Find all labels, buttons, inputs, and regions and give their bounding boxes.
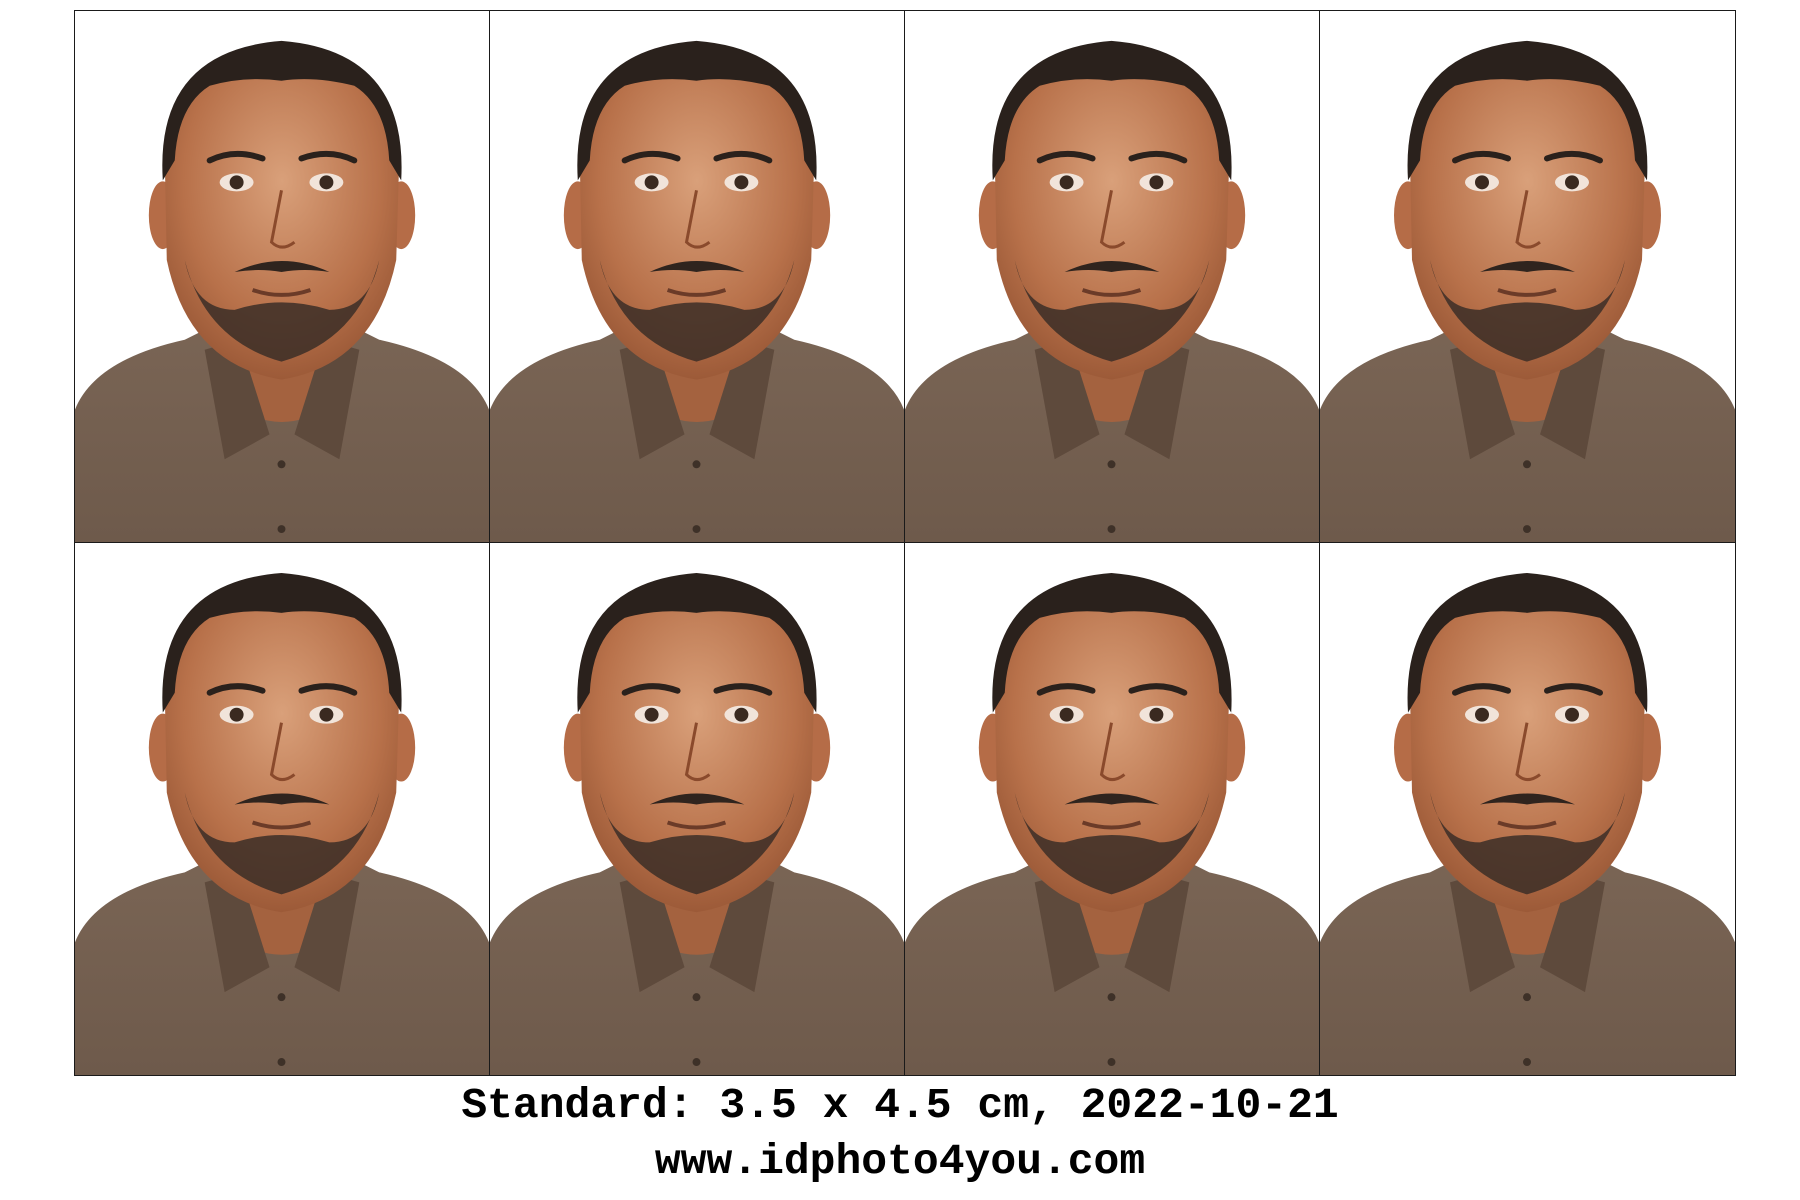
passport-photo-8 (1320, 543, 1735, 1075)
passport-photo-5 (75, 543, 490, 1075)
portrait-image (75, 543, 489, 1075)
passport-photo-7 (905, 543, 1320, 1075)
passport-photo-4 (1320, 11, 1735, 543)
website-label: www.idphoto4you.com (654, 1137, 1146, 1186)
photo-sheet-grid (74, 10, 1736, 1076)
passport-photo-6 (490, 543, 905, 1075)
portrait-image (905, 11, 1319, 542)
portrait-image (75, 11, 489, 542)
portrait-image (905, 543, 1319, 1075)
portrait-image (1320, 11, 1735, 542)
portrait-image (1320, 543, 1735, 1075)
passport-photo-2 (490, 11, 905, 543)
standard-size-label: Standard: 3.5 x 4.5 cm, 2022-10-21 (461, 1081, 1339, 1130)
portrait-image (490, 543, 904, 1075)
passport-photo-1 (75, 11, 490, 543)
passport-photo-3 (905, 11, 1320, 543)
portrait-image (490, 11, 904, 542)
print-caption: Standard: 3.5 x 4.5 cm, 2022-10-21 www.i… (0, 1078, 1800, 1190)
